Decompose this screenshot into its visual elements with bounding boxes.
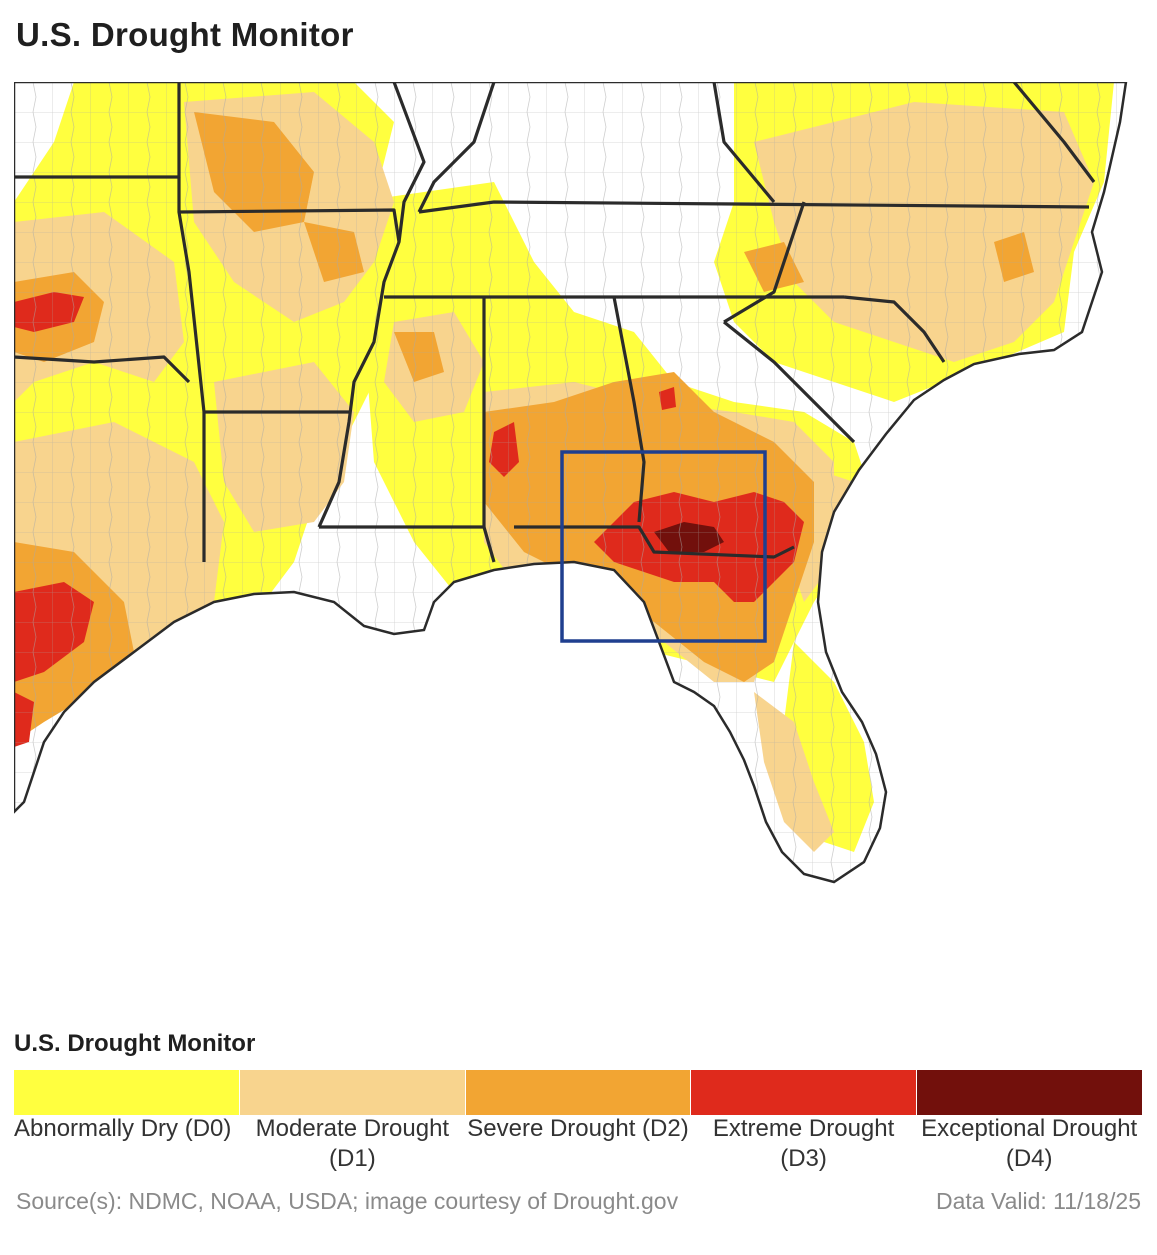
page-title: U.S. Drought Monitor xyxy=(16,16,354,53)
legend-label-d1: Moderate Drought (D1) xyxy=(255,1115,450,1172)
state-boundaries xyxy=(14,82,1096,563)
legend-swatch-d1 xyxy=(239,1070,466,1115)
legend-label-d0: Abnormally Dry (D0) xyxy=(14,1115,232,1142)
highlight-box xyxy=(560,450,767,643)
legend-swatch-d3 xyxy=(691,1070,918,1115)
legend-label-d3: Extreme Drought (D3) xyxy=(712,1115,895,1172)
legend-bar xyxy=(14,1070,1142,1115)
legend-swatch-d0 xyxy=(14,1070,240,1115)
data-valid-date: Data Valid: 11/18/25 xyxy=(935,1188,1141,1214)
legend-label-d4: Exceptional Drought (D4) xyxy=(921,1115,1138,1172)
drought-map-svg xyxy=(14,82,1142,1002)
legend-swatch-d4 xyxy=(917,1070,1142,1115)
legend-label-d2: Severe Drought (D2) xyxy=(467,1115,689,1142)
legend-labels: Abnormally Dry (D0) Moderate Drought (D1… xyxy=(14,1114,1142,1174)
legend-swatch-d2 xyxy=(465,1070,692,1115)
legend-title: U.S. Drought Monitor xyxy=(14,1030,256,1057)
drought-map xyxy=(14,82,1142,1002)
source-credit: Source(s): NDMC, NOAA, USDA; image court… xyxy=(16,1188,679,1214)
